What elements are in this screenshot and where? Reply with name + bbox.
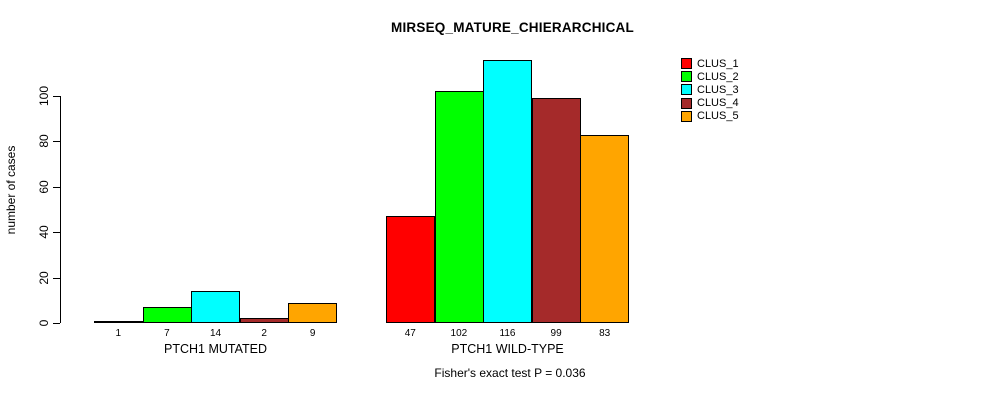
legend-swatch-icon <box>681 110 692 122</box>
y-axis-tick-label: 0 <box>37 319 51 327</box>
bar-clus_5-group1 <box>288 303 337 323</box>
y-axis-tick-label: 100 <box>37 85 51 107</box>
chart-title: MIRSEQ_MATURE_CHIERARCHICAL <box>391 20 634 35</box>
y-axis-tick <box>53 232 60 234</box>
bar-clus_3-group1 <box>191 291 240 323</box>
bar-value-label: 47 <box>404 328 416 339</box>
bar-clus_4-group2 <box>532 98 581 323</box>
y-axis-tick <box>53 277 60 279</box>
y-axis-tick <box>53 141 60 143</box>
bar-value-label: 83 <box>599 328 611 339</box>
bar-value-label: 9 <box>309 328 316 339</box>
y-axis-tick-label: 20 <box>37 270 51 285</box>
y-axis-tick <box>53 96 60 97</box>
legend-entry-clus_2: CLUS_2 <box>681 70 739 83</box>
legend-entry-clus_1: CLUS_1 <box>681 57 739 70</box>
fisher-test-annotation: Fisher's exact test P = 0.036 <box>434 366 586 380</box>
legend-label: CLUS_3 <box>697 83 739 96</box>
bar-clus_1-group1 <box>94 321 143 323</box>
legend-entry-clus_3: CLUS_3 <box>681 83 739 96</box>
legend-swatch-icon <box>681 97 692 109</box>
legend-swatch-icon <box>681 58 692 70</box>
legend-swatch-icon <box>681 84 692 96</box>
y-axis-tick <box>53 186 60 188</box>
y-axis-tick <box>53 323 60 324</box>
legend-entry-clus_4: CLUS_4 <box>681 97 739 110</box>
bar-clus_3-group2 <box>483 60 532 323</box>
bar-value-label: 2 <box>261 328 267 339</box>
legend: CLUS_1 CLUS_2 CLUS_3 CLUS_4 CLUS_5 <box>681 57 739 123</box>
group-label-1: PTCH1 MUTATED <box>163 342 268 356</box>
legend-entry-clus_5: CLUS_5 <box>681 110 739 123</box>
bar-clus_4-group1 <box>240 318 289 323</box>
group-label-2: PTCH1 WILD-TYPE <box>451 342 564 356</box>
y-axis-tick-label: 60 <box>37 180 51 194</box>
y-axis-tick-label: 40 <box>37 225 51 239</box>
bar-value-label: 14 <box>209 328 222 339</box>
bar-value-label: 1 <box>115 328 122 339</box>
legend-label: CLUS_4 <box>697 97 739 110</box>
legend-label: CLUS_2 <box>697 70 739 83</box>
bar-value-label: 99 <box>550 328 562 339</box>
y-axis-tick-label: 80 <box>37 134 51 149</box>
y-axis-line <box>60 96 61 323</box>
bar-value-label: 102 <box>450 328 468 339</box>
legend-label: CLUS_5 <box>697 110 739 123</box>
y-axis-label-text: number of cases <box>4 145 18 235</box>
legend-swatch-icon <box>681 71 692 83</box>
bar-value-label: 116 <box>499 328 516 339</box>
bar-clus_1-group2 <box>386 216 435 323</box>
bar-clus_5-group2 <box>580 135 629 323</box>
bar-clus_2-group2 <box>435 91 484 323</box>
bar-clus_2-group1 <box>143 307 192 323</box>
legend-label: CLUS_1 <box>697 57 739 70</box>
bar-value-label: 7 <box>164 328 170 339</box>
